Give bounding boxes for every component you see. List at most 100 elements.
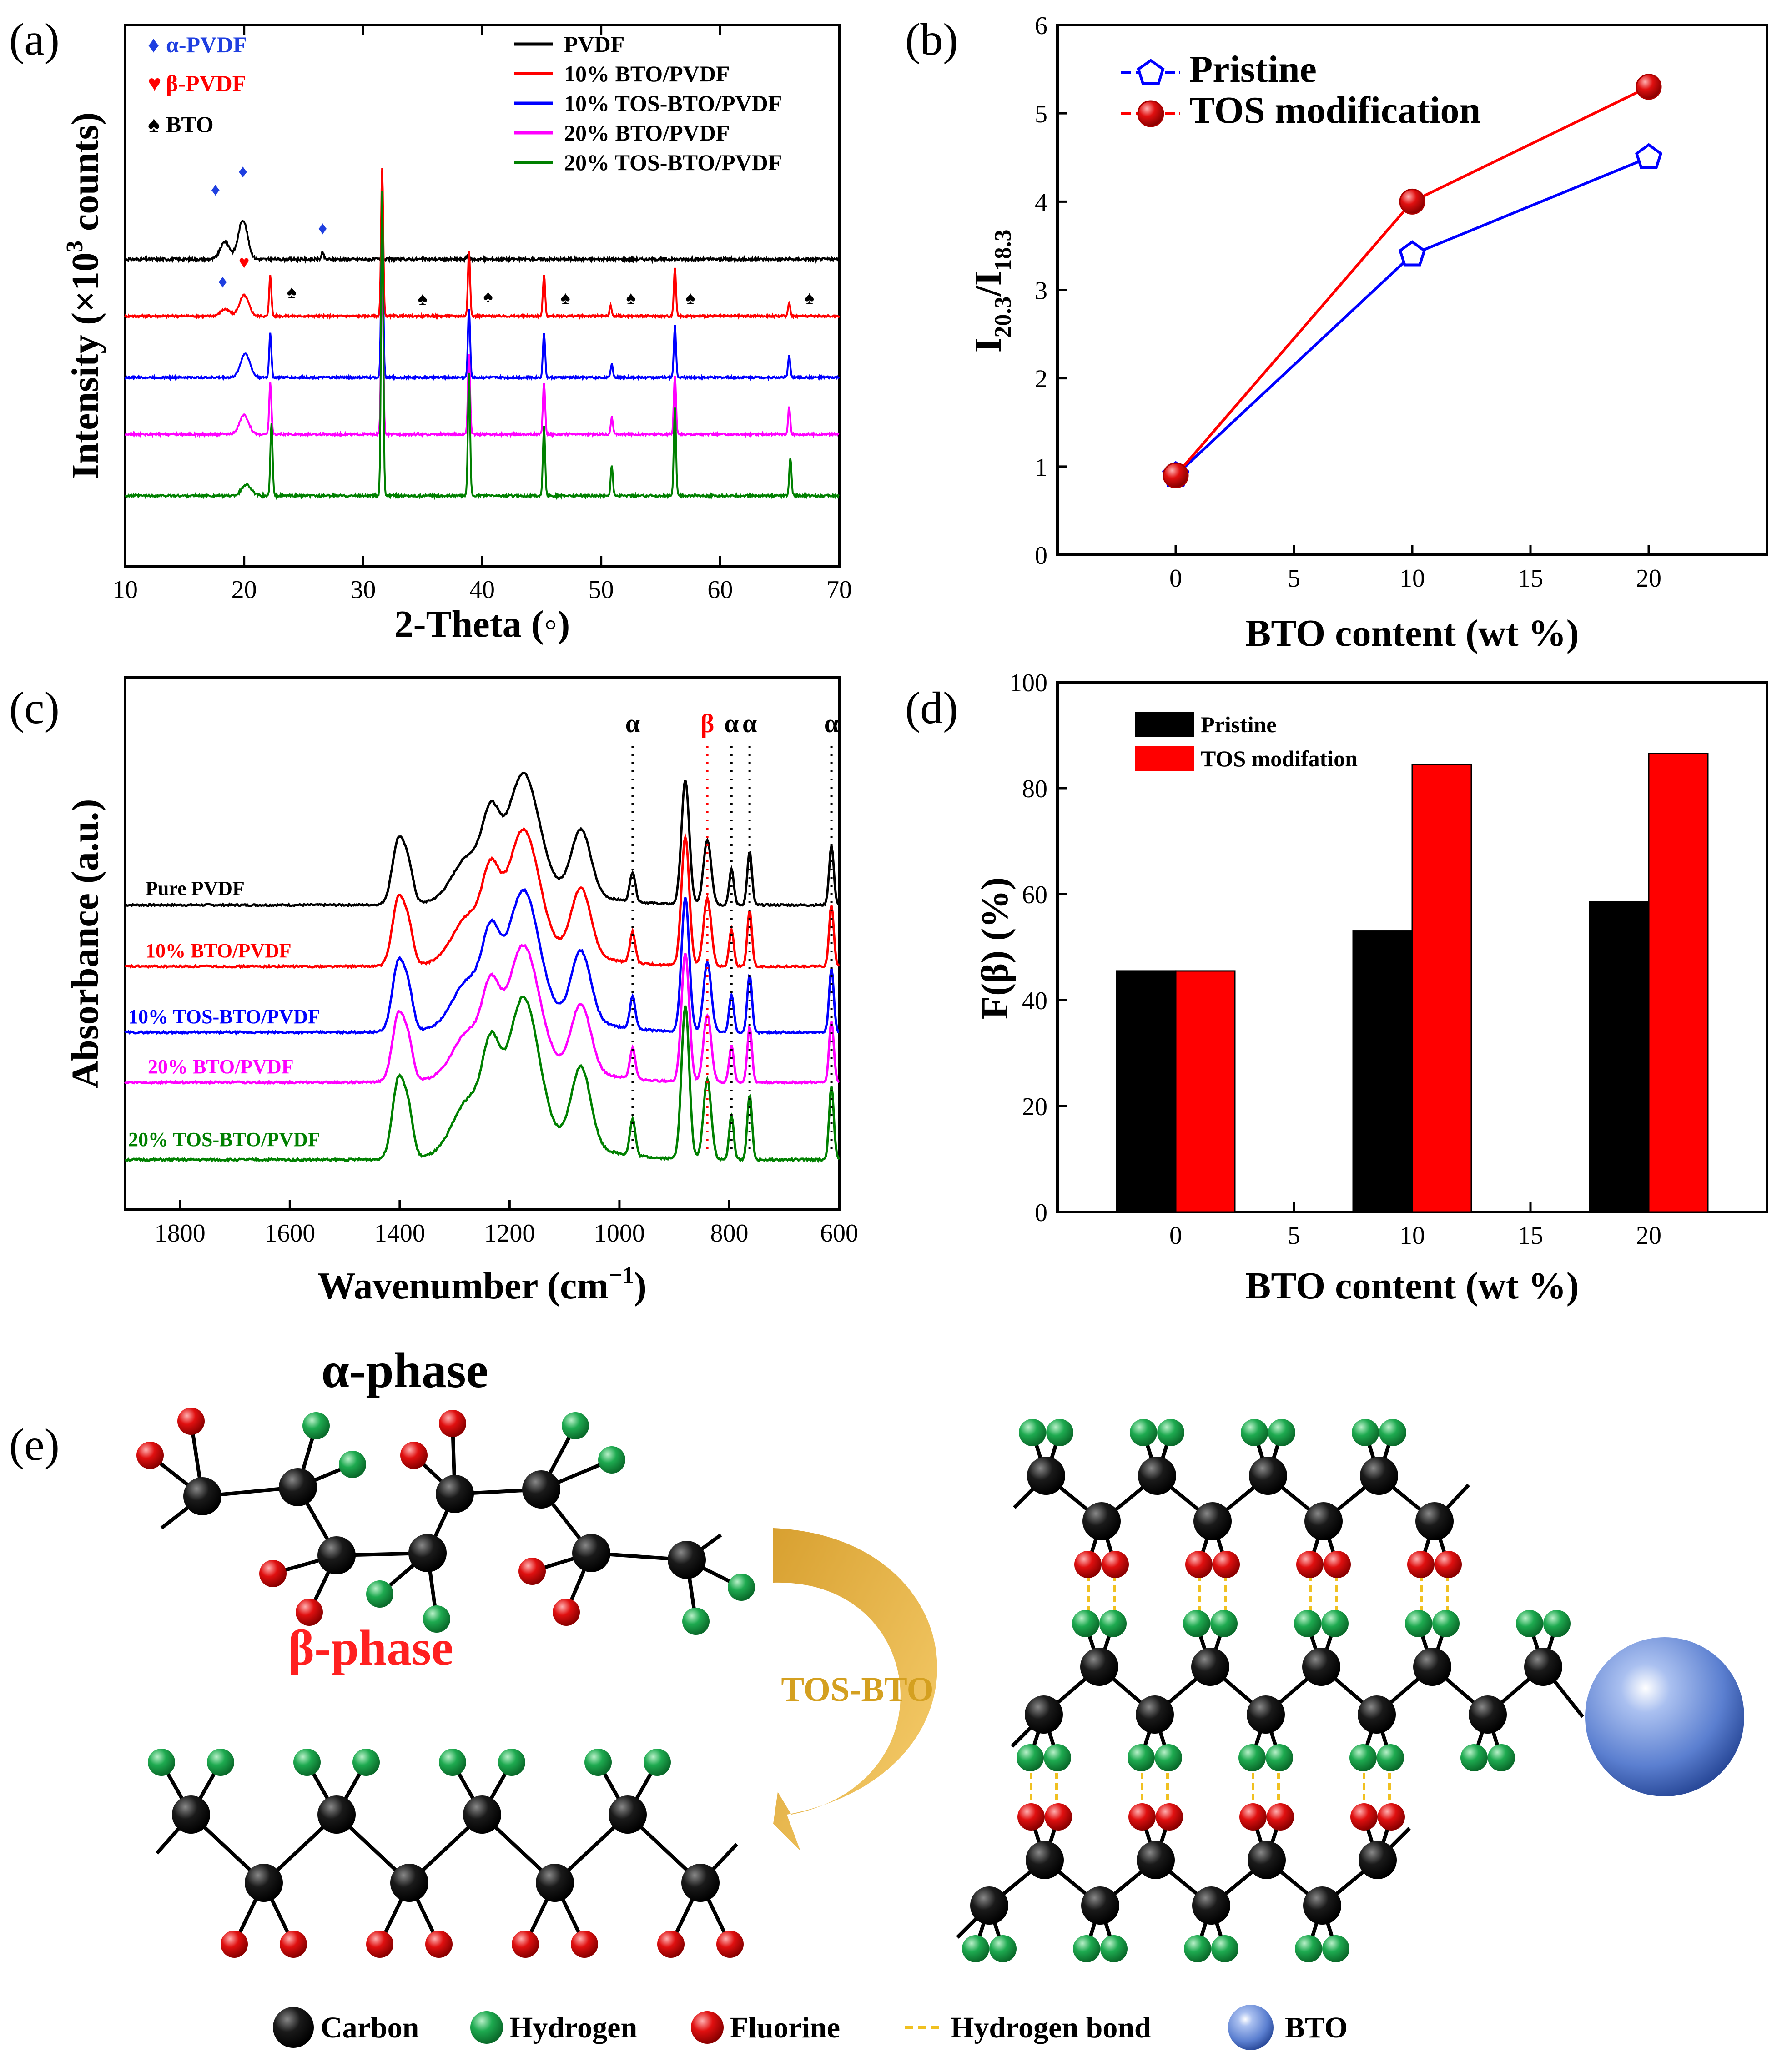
- carbon-atom: [1136, 1695, 1174, 1734]
- carbon-atom: [522, 1470, 560, 1509]
- hydrogen-atom: [498, 1749, 525, 1776]
- fluorine-atom: [366, 1931, 393, 1958]
- hydrogen-atom: [439, 1749, 466, 1776]
- a-peak-marker: ♠: [287, 282, 297, 302]
- key-fluorine-icon: [691, 2011, 724, 2044]
- a-trace-2: [124, 222, 840, 382]
- carbon-atom: [668, 1541, 706, 1579]
- d-bar-pristine: [1352, 930, 1413, 1213]
- chart-c-ylabel: Absorbance (a.u.): [64, 799, 106, 1088]
- hydrogen-atom: [1100, 1935, 1128, 1962]
- hydrogen-atom: [1044, 1744, 1071, 1771]
- hydrogen-atom: [1352, 1419, 1379, 1446]
- fluorine-atom: [1407, 1551, 1435, 1578]
- carbon-atom: [245, 1864, 283, 1902]
- key-bto-label: BTO: [1285, 2011, 1348, 2044]
- d-ytick-label: 40: [1022, 987, 1047, 1015]
- key-carbon-icon: [273, 2007, 314, 2048]
- c-xtick-label: 1000: [594, 1219, 645, 1247]
- b-xtick-label: 0: [1169, 564, 1182, 593]
- fluorine-atom: [1185, 1551, 1213, 1578]
- hydrogen-atom: [293, 1749, 321, 1776]
- panel-label-a: (a): [9, 14, 60, 65]
- atom-key: Carbon Hydrogen Fluorine Hydrogen bond B…: [273, 2005, 1348, 2050]
- c-label-20-tos-bto: 20% TOS-BTO/PVDF: [128, 1128, 320, 1151]
- carbon-atom: [1026, 1841, 1064, 1879]
- carbon-atom: [1027, 1457, 1065, 1495]
- chart-a-legend: PVDF 10% BTO/PVDF 10% TOS-BTO/PVDF 20% B…: [514, 31, 782, 175]
- a-trace-0: [124, 220, 840, 264]
- b-xtick-label: 20: [1636, 564, 1661, 593]
- legend-a-label-10-bto: 10% BTO/PVDF: [564, 61, 730, 86]
- c-trace-1: [125, 827, 840, 970]
- hydrogen-atom: [1184, 1935, 1211, 1962]
- hydrogen-atom: [1321, 1610, 1349, 1637]
- hydrogen-atom: [1019, 1419, 1046, 1446]
- d-xtick-label: 10: [1399, 1222, 1425, 1250]
- carbon-atom: [390, 1864, 428, 1902]
- d-ytick-label: 60: [1022, 881, 1047, 909]
- carbon-atom: [1415, 1502, 1454, 1540]
- legend-d-label-tos: TOS modifation: [1201, 746, 1358, 771]
- carbon-atom: [1082, 1502, 1121, 1540]
- a-xtick-label: 40: [469, 576, 495, 604]
- carbon-atom: [1247, 1695, 1285, 1734]
- d-bar-tos: [1411, 764, 1472, 1213]
- panel-label-c: (c): [9, 683, 60, 733]
- legend-b-label-pristine: Pristine: [1189, 48, 1317, 91]
- carbon-atom: [1302, 1648, 1340, 1686]
- d-xtick-label: 15: [1518, 1222, 1543, 1250]
- legend-a-label-10-tos-bto: 10% TOS-BTO/PVDF: [564, 91, 782, 116]
- hydrogen-atom: [1294, 1610, 1321, 1637]
- hydrogen-atom: [1238, 1744, 1266, 1771]
- fluorine-atom: [1296, 1551, 1324, 1578]
- carbon-atom: [1138, 1457, 1176, 1495]
- hydrogen-atom: [1241, 1419, 1268, 1446]
- hydrogen-atom: [148, 1749, 175, 1776]
- c-trace-2: [124, 888, 840, 1036]
- hydrogen-atom: [1155, 1744, 1182, 1771]
- hydrogen-atom: [366, 1580, 393, 1608]
- b-ytick-label: 5: [1035, 100, 1047, 128]
- b-ytick-label: 4: [1035, 188, 1047, 216]
- c-band-marker-label: α: [724, 709, 739, 738]
- c-band-marker-label: α: [824, 709, 839, 738]
- d-ytick-label: 80: [1022, 775, 1047, 803]
- c-label-20-bto: 20% BTO/PVDF: [148, 1056, 294, 1078]
- hydrogen-atom: [1268, 1419, 1295, 1446]
- hydrogen-atom: [1543, 1610, 1571, 1637]
- c-xtick-label: 800: [710, 1219, 748, 1247]
- hydrogen-atom: [352, 1749, 380, 1776]
- legend-d-label-pristine: Pristine: [1201, 712, 1277, 737]
- hydrogen-atom: [584, 1749, 612, 1776]
- fluorine-atom: [280, 1931, 307, 1958]
- c-band-marker-label: α: [625, 709, 640, 738]
- panel-label-e: (e): [9, 1419, 60, 1470]
- hydrogen-atom: [1072, 1610, 1099, 1637]
- c-trace-3: [124, 944, 840, 1085]
- panel-e-diagram: α-phase β-phase TOS-BTO Carbon Hydrogen …: [136, 1343, 1744, 2050]
- chart-b: 0 5 10 15 20 0 1 2 3 4 5 6 BTO content (wt %) I20.3…: [967, 12, 1768, 654]
- carbon-atom: [1191, 1648, 1229, 1686]
- fluorine-atom: [512, 1931, 539, 1958]
- marker-legend-alpha-symbol: ♦: [148, 32, 160, 57]
- d-xtick-label: 0: [1169, 1222, 1182, 1250]
- legend-d-swatch-tos: [1135, 746, 1194, 771]
- key-fluorine-label: Fluorine: [730, 2011, 840, 2044]
- fluorine-atom: [657, 1931, 685, 1958]
- a-peak-marker: ♦: [238, 161, 247, 181]
- chart-a: 10 20 30 40 50 60 70 ♦♦♦♦♥♠ ♠ ♠ ♠ ♠ ♠ ♠ 2-Theta (◦) …: [62, 24, 852, 645]
- a-peak-marker: ♦: [318, 218, 327, 238]
- fluorine-atom: [425, 1931, 453, 1958]
- fluorine-atom: [1378, 1803, 1405, 1831]
- fluorine-atom: [1324, 1551, 1351, 1578]
- b-ytick-label: 6: [1035, 12, 1047, 40]
- tos-bto-assembly: [956, 1419, 1585, 1962]
- carbon-atom: [609, 1795, 647, 1834]
- fluorine-atom: [1045, 1803, 1072, 1831]
- fluorine-atom: [518, 1558, 546, 1585]
- fluorine-atom: [1156, 1803, 1183, 1831]
- a-xtick-label: 30: [350, 576, 376, 604]
- legend-a-label-pvdf: PVDF: [564, 31, 624, 57]
